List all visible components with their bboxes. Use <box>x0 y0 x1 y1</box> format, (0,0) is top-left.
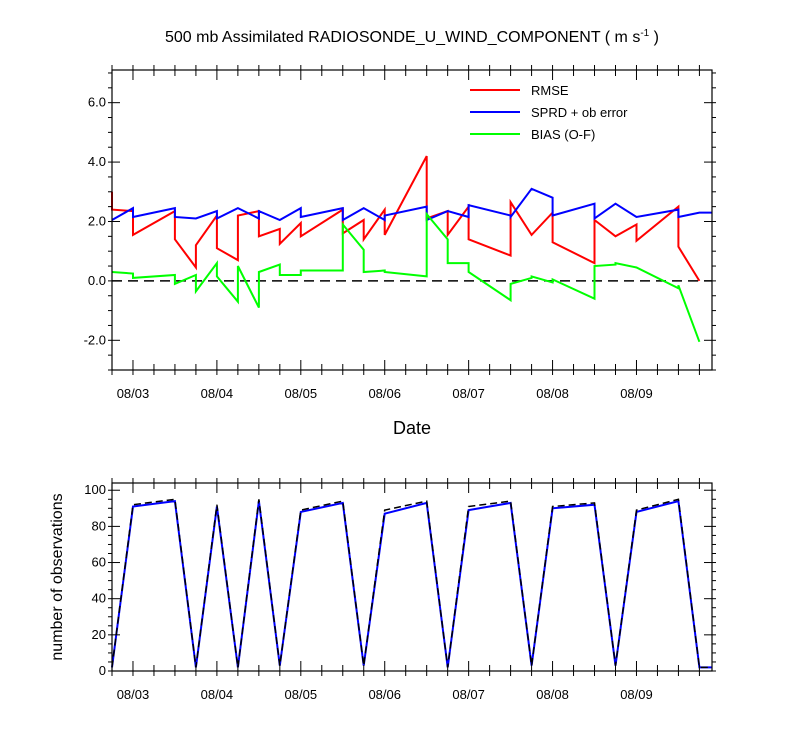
top-series-group <box>111 155 712 343</box>
legend-label-sprd: SPRD + ob error <box>531 105 628 120</box>
y-tick-label: 0.0 <box>88 273 106 288</box>
y-tick-label: 80 <box>92 518 106 533</box>
rmse-spread-bias-panel: -2.00.02.04.06.0 08/03 08/04 08/05 08/06 08/… <box>84 65 716 438</box>
x-tick-label: 08/04 <box>201 687 234 702</box>
x-tick-label: 08/06 <box>368 687 401 702</box>
y-tick-label: 4.0 <box>88 154 106 169</box>
x-axis-label: Date <box>393 418 431 438</box>
y-tick-label: 40 <box>92 591 106 606</box>
x-tick-label: 08/07 <box>452 687 485 702</box>
x-tick-label: 08/05 <box>285 687 318 702</box>
bottom-series-group <box>111 498 712 669</box>
x-tick-label: 08/08 <box>536 386 569 401</box>
x-tick-label: 08/09 <box>620 386 653 401</box>
x-tick-label: 08/09 <box>620 687 653 702</box>
y-tick-label: 6.0 <box>88 95 106 110</box>
series-line-bias-o-f <box>111 211 701 343</box>
x-tick-label: 08/07 <box>452 386 485 401</box>
series-line-observations-possible <box>111 498 712 669</box>
legend: RMSE SPRD + ob error BIAS (O-F) <box>470 83 628 142</box>
x-tick-label: 08/04 <box>201 386 234 401</box>
bottom-plot-frame <box>111 482 713 672</box>
top-x-tick-labels: 08/03 08/04 08/05 08/06 08/07 08/08 08/09 <box>117 386 653 401</box>
top-y-tick-labels: -2.0 0.0 2.0 4.0 6.0 <box>84 95 106 348</box>
chart-title: 500 mb Assimilated RADIOSONDE_U_WIND_COM… <box>165 28 659 46</box>
top-plot-frame <box>111 69 713 371</box>
x-tick-label: 08/03 <box>117 386 150 401</box>
x-tick-label: 08/08 <box>536 687 569 702</box>
top-axis-ticks <box>108 65 716 375</box>
legend-label-bias: BIAS (O-F) <box>531 127 595 142</box>
y-tick-label: -2.0 <box>84 332 106 347</box>
series-line-rmse <box>111 155 701 282</box>
y-tick-label: 0 <box>99 663 106 678</box>
series-line-sprd-ob-error <box>111 187 712 222</box>
y-axis-label-observations: number of observations <box>49 493 66 660</box>
bottom-axis-ticks <box>108 478 716 676</box>
y-tick-label: 2.0 <box>88 213 106 228</box>
y-tick-label: 60 <box>92 555 106 570</box>
series-line-observations-assimilated <box>111 499 712 669</box>
x-tick-label: 08/03 <box>117 687 150 702</box>
bottom-x-tick-labels: 08/03 08/04 08/05 08/06 08/07 08/08 08/09 <box>117 687 653 702</box>
y-tick-label: 20 <box>92 627 106 642</box>
bottom-y-tick-labels: 0 20 40 60 80 100 <box>84 482 106 678</box>
y-tick-label: 100 <box>84 482 106 497</box>
legend-label-rmse: RMSE <box>531 83 569 98</box>
x-tick-label: 08/06 <box>368 386 401 401</box>
x-tick-label: 08/05 <box>285 386 318 401</box>
